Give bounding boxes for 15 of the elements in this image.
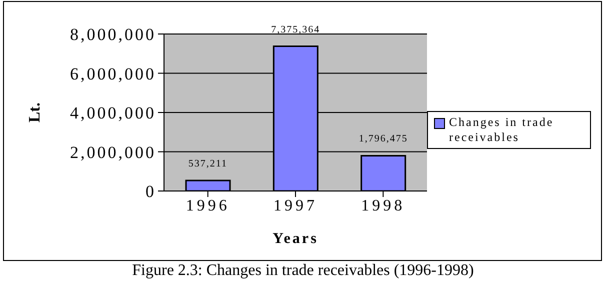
x-axis-title: Years	[272, 231, 318, 247]
data-label: 1,796,475	[358, 134, 408, 145]
x-tick-label: 1998	[361, 197, 406, 214]
y-tick-label: 0	[146, 182, 156, 202]
y-tick-label: 8,000,000	[70, 25, 156, 44]
y-tick-label: 4,000,000	[70, 104, 156, 123]
caption: Figure 2.3: Changes in trade receivables (1996-1998)	[131, 262, 475, 280]
data-label: 537,211	[188, 158, 228, 170]
legend-label: Changes in trade receivables	[449, 114, 555, 144]
y-tick-label: 2,000,000	[70, 142, 156, 162]
y-axis-title: Lt.	[26, 102, 44, 122]
x-tick-label: 1996	[186, 197, 230, 214]
x-tick-label: 1997	[274, 197, 318, 214]
data-label: 7,375,364	[271, 24, 320, 36]
y-tick-label: 6,000,000	[70, 64, 156, 84]
